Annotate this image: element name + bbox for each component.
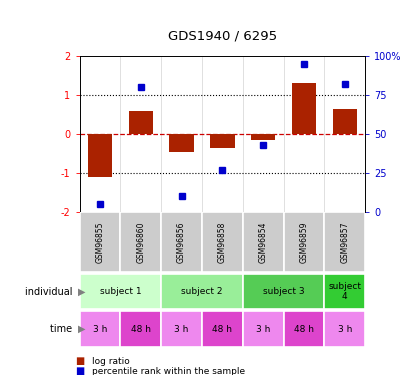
Bar bbox=[324, 212, 365, 272]
Text: time: time bbox=[50, 324, 75, 334]
Text: GSM96857: GSM96857 bbox=[340, 221, 349, 262]
Text: ■: ■ bbox=[75, 356, 85, 366]
Bar bbox=[161, 212, 202, 272]
Bar bbox=[324, 274, 365, 309]
Bar bbox=[80, 274, 161, 309]
Bar bbox=[251, 134, 275, 140]
Bar bbox=[202, 212, 243, 272]
Text: GSM96856: GSM96856 bbox=[177, 221, 186, 262]
Bar bbox=[88, 134, 112, 177]
Text: 48 h: 48 h bbox=[131, 324, 151, 334]
Text: ■: ■ bbox=[75, 366, 85, 375]
Text: 3 h: 3 h bbox=[93, 324, 107, 334]
Text: GSM96855: GSM96855 bbox=[95, 221, 104, 262]
Bar bbox=[80, 311, 120, 347]
Text: subject 2: subject 2 bbox=[181, 287, 223, 296]
Text: individual: individual bbox=[25, 286, 75, 297]
Text: ▶: ▶ bbox=[78, 286, 85, 297]
Text: 3 h: 3 h bbox=[174, 324, 189, 334]
Bar bbox=[120, 311, 161, 347]
Text: subject 1: subject 1 bbox=[100, 287, 141, 296]
Text: GSM96860: GSM96860 bbox=[136, 221, 145, 262]
Text: 48 h: 48 h bbox=[294, 324, 314, 334]
Text: 3 h: 3 h bbox=[337, 324, 352, 334]
Text: GSM96858: GSM96858 bbox=[218, 221, 227, 262]
Text: ▶: ▶ bbox=[78, 324, 85, 334]
Bar bbox=[243, 311, 284, 347]
Bar bbox=[210, 134, 235, 148]
Bar bbox=[333, 109, 357, 134]
Text: GSM96859: GSM96859 bbox=[299, 221, 308, 262]
Bar bbox=[161, 274, 243, 309]
Text: log ratio: log ratio bbox=[92, 357, 130, 366]
Text: GSM96854: GSM96854 bbox=[259, 221, 268, 262]
Bar bbox=[324, 311, 365, 347]
Bar bbox=[284, 212, 324, 272]
Bar bbox=[129, 111, 153, 134]
Text: 3 h: 3 h bbox=[256, 324, 271, 334]
Bar bbox=[202, 311, 243, 347]
Bar bbox=[243, 212, 284, 272]
Bar bbox=[169, 134, 194, 152]
Text: 48 h: 48 h bbox=[212, 324, 233, 334]
Bar bbox=[80, 212, 120, 272]
Bar bbox=[292, 84, 316, 134]
Bar bbox=[161, 311, 202, 347]
Text: subject 3: subject 3 bbox=[263, 287, 304, 296]
Text: subject
4: subject 4 bbox=[328, 282, 361, 301]
Bar bbox=[243, 274, 324, 309]
Bar bbox=[120, 212, 161, 272]
Text: percentile rank within the sample: percentile rank within the sample bbox=[92, 367, 245, 375]
Bar bbox=[284, 311, 324, 347]
Text: GDS1940 / 6295: GDS1940 / 6295 bbox=[168, 29, 277, 42]
